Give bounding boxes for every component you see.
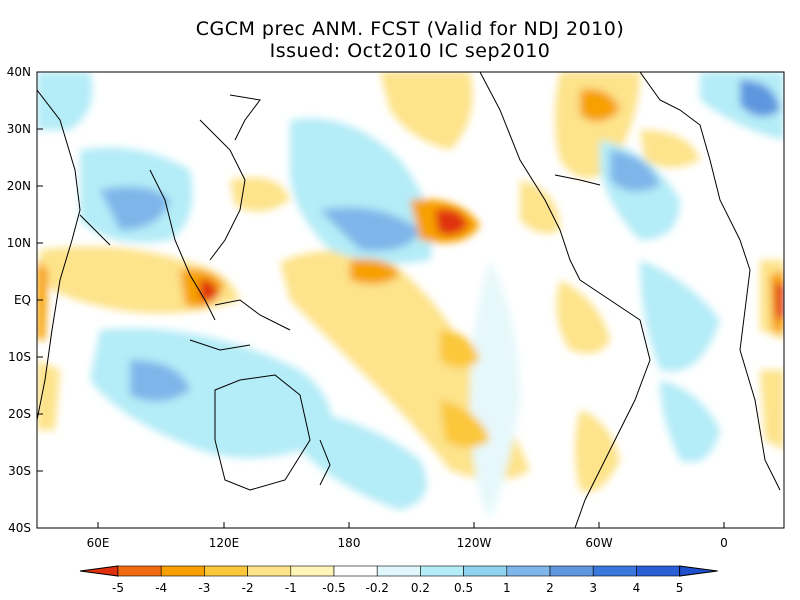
colorbar-swatch	[117, 565, 162, 577]
colorbar-swatch	[376, 565, 421, 577]
lon-label-180: 180	[338, 536, 361, 550]
lat-axis: 40N 30N 20N 10N EQ 10S 20S 30S 40S	[7, 65, 43, 535]
colorbar-label: -3	[198, 581, 210, 595]
colorbar-label: 3	[589, 581, 597, 595]
colorbar-label: 0.2	[411, 581, 430, 595]
colorbar-label: 1	[503, 581, 511, 595]
map-field	[37, 72, 784, 528]
lon-label-0: 0	[720, 536, 728, 550]
colorbar-swatch	[160, 565, 205, 577]
colorbar-swatch	[204, 565, 248, 577]
colorbar-swatch	[463, 565, 508, 577]
lat-label-10n: 10N	[7, 236, 31, 250]
lon-label-60w: 60W	[585, 536, 612, 550]
lon-label-120e: 120E	[209, 536, 240, 550]
lat-label-30s: 30S	[8, 464, 31, 478]
lat-label-20n: 20N	[7, 179, 31, 193]
colorbar-label: -1	[285, 581, 297, 595]
anomaly-blobs	[37, 72, 784, 520]
lon-axis: 60E 120E 180 120W 60W 0	[87, 522, 728, 550]
colorbar-label: -4	[155, 581, 167, 595]
colorbar-label: -0.2	[365, 581, 388, 595]
colorbar-left-arrow	[79, 565, 119, 577]
map-title: CGCM prec ANM. FCST (Valid for NDJ 2010)	[195, 18, 625, 40]
lat-label-10s: 10S	[8, 350, 31, 364]
lat-label-40s: 40S	[8, 521, 31, 535]
colorbar-label: 2	[546, 581, 554, 595]
colorbar-swatch	[420, 565, 464, 577]
colorbar-swatch	[506, 565, 551, 577]
colorbar: -5 -4 -3 -2 -1 -0.5 -0.2 0.2 0.5 1 2 3 4 5	[79, 565, 718, 595]
colorbar-swatch	[636, 565, 680, 577]
lat-label-eq: EQ	[14, 293, 31, 307]
colorbar-swatch	[290, 565, 335, 577]
colorbar-label: -2	[242, 581, 254, 595]
colorbar-label: -5	[112, 581, 124, 595]
colorbar-label: 5	[676, 581, 684, 595]
colorbar-label: 0.5	[454, 581, 473, 595]
lat-label-20s: 20S	[8, 407, 31, 421]
lat-label-30n: 30N	[7, 122, 31, 136]
lat-label-40n: 40N	[7, 65, 31, 79]
colorbar-swatch	[247, 565, 292, 577]
lon-label-120w: 120W	[457, 536, 492, 550]
colorbar-label: 4	[633, 581, 641, 595]
lat-tick-labels: 40N 30N 20N 10N EQ 10S 20S 30S 40S	[7, 65, 31, 535]
colorbar-right-arrow	[679, 565, 718, 577]
colorbar-label: -0.5	[322, 581, 345, 595]
colorbar-swatch	[592, 565, 637, 577]
map-subtitle: Issued: Oct2010 IC sep2010	[269, 40, 551, 62]
lon-label-60e: 60E	[87, 536, 110, 550]
colorbar-swatch	[333, 565, 378, 577]
colorbar-swatch	[549, 565, 594, 577]
coastlines	[37, 72, 781, 528]
